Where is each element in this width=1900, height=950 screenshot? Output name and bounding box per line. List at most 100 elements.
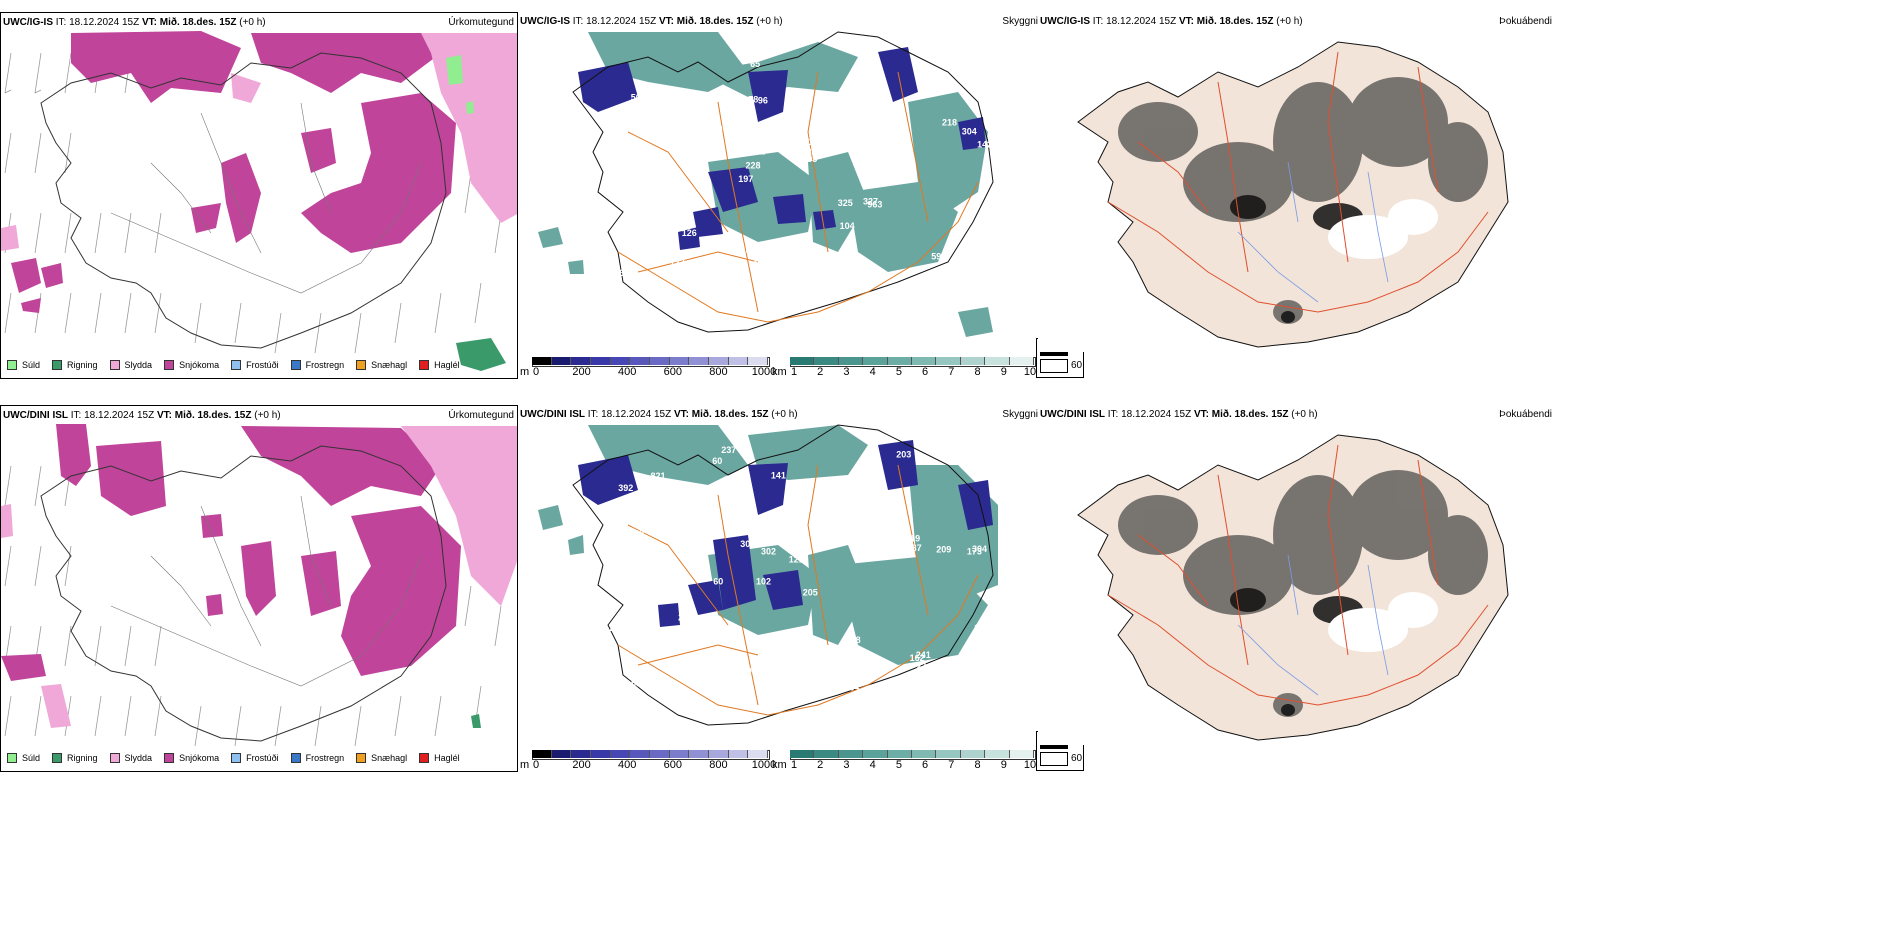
station-value-label: 237 — [721, 445, 736, 455]
station-value-label: 302 — [740, 539, 755, 549]
legend-item: Snæhagl — [356, 753, 407, 763]
it-label: IT: — [587, 409, 599, 420]
legend-label: Frostúði — [246, 753, 279, 763]
legend-label: Snjókoma — [179, 360, 220, 370]
station-value-label: 117 — [613, 284, 628, 294]
station-value-label: 304 — [972, 544, 987, 554]
fog-title-bottom: Þokuábendi — [1499, 409, 1552, 420]
river-network-bottom — [1237, 554, 1389, 696]
it-value: 18.12.2024 15Z — [69, 17, 140, 28]
legend-label: Frostúði — [246, 360, 279, 370]
fog-title-top: Þokuábendi — [1499, 16, 1552, 27]
it-value: 18.12.2024 15Z — [1121, 409, 1192, 420]
station-value-label: 197 — [738, 174, 753, 184]
station-value-label: 141 — [771, 470, 786, 480]
legend-swatch — [356, 360, 367, 370]
precip-map-bottom — [1, 424, 517, 747]
colorbar-tick: 1000 — [751, 759, 777, 771]
colorbar-tick: 800 — [709, 366, 728, 378]
colorbar-segment — [650, 357, 670, 365]
station-value-label: 87 — [647, 565, 657, 575]
colorbar-tick: 9 — [1000, 759, 1007, 771]
station-value-label: 190 — [868, 476, 883, 486]
colorbar-tick: 600 — [663, 759, 682, 771]
colorbar-segment — [814, 750, 839, 758]
snow-areas — [11, 31, 456, 313]
it-label: IT: — [1092, 16, 1104, 27]
offset: (+0 h) — [1276, 16, 1303, 27]
legend-label: Súld — [22, 753, 41, 763]
colorbar-segment — [985, 750, 1010, 758]
cloud-base-colorbar-bottom: m 0 200 400 600 800 1000 — [520, 750, 776, 774]
low-cloud-base-areas — [578, 440, 993, 627]
legend-swatch — [164, 360, 175, 370]
fog-panel-bottom: UWC/DINI ISL IT: 18.12.2024 15Z VT: Mið.… — [1038, 405, 1552, 745]
vis-title-top: Skyggni — [1002, 16, 1038, 27]
legend-swatch — [7, 753, 17, 763]
legend-swatch — [164, 753, 175, 763]
station-value-label: 187 — [905, 279, 920, 289]
legend-swatch — [7, 360, 17, 370]
colorbar-segment — [650, 750, 670, 758]
colorbar-tick: 1 — [790, 366, 798, 378]
colorbar-tick: 0 — [532, 366, 540, 378]
station-value-label: 138 — [974, 623, 989, 633]
legend-swatch — [419, 753, 430, 763]
legend-swatch — [231, 753, 242, 763]
it-label: IT: — [55, 17, 67, 28]
legend-label: Snæhagl — [371, 360, 408, 370]
colorbar-segment — [863, 357, 888, 365]
station-value-label: 162 — [910, 653, 925, 663]
station-value-label: 249 — [678, 613, 693, 623]
colorbar-unit: km — [772, 759, 787, 771]
colorbar-segment — [630, 357, 650, 365]
station-value-label: 158 — [846, 635, 861, 645]
colorbar-segment — [689, 357, 709, 365]
rain-areas — [471, 714, 481, 728]
colorbar-tick: 1 — [790, 759, 798, 771]
station-value-label: 140 — [625, 148, 640, 158]
station-value-label: 65 — [750, 59, 760, 69]
legend-label: Haglél — [434, 753, 460, 763]
visibility-map-top: 340 140 313 197 370 121 78 68 94 80 106 123 96 189 963… — [538, 31, 994, 337]
legend-label: Frostregn — [305, 360, 345, 370]
colorbar-segment — [709, 750, 729, 758]
river-network-top — [1237, 161, 1389, 303]
colorbar-tick: 3 — [843, 759, 850, 771]
station-value-label: 173 — [967, 546, 982, 556]
colorbar-segment — [591, 750, 611, 758]
colorbar-tick: 1000 — [751, 366, 777, 378]
road-network-top-precip — [110, 102, 422, 294]
colorbar-tick: 8 — [974, 366, 981, 378]
road-network-top-fog — [1107, 51, 1489, 313]
precip-map-top — [1, 31, 517, 371]
colorbar-tick: 2 — [817, 759, 824, 771]
colorbar-segment — [551, 750, 572, 758]
station-value-label: 205 — [803, 588, 818, 598]
station-value-label: 94 — [637, 230, 647, 240]
colorbar-segment — [912, 357, 937, 365]
colorbar-tick: 2 — [817, 366, 824, 378]
it-label: IT: — [1107, 409, 1119, 420]
iceland-coastline-top-precip — [40, 52, 447, 349]
colorbar-segment — [551, 357, 572, 365]
station-value-label: 305 — [802, 154, 817, 164]
station-value-label: 121 — [789, 555, 804, 565]
precip-title-top: Úrkomutegund — [448, 17, 514, 28]
station-value-label: 187 — [907, 543, 922, 553]
it-value: 18.12.2024 15Z — [601, 409, 672, 420]
station-value-label: 446 — [679, 96, 694, 106]
station-value-label: 963 — [867, 200, 882, 210]
precip-type-panel-bottom: UWC/DINI ISL IT: 18.12.2024 15Z VT: Mið.… — [0, 405, 518, 772]
colorbar-segment — [985, 357, 1010, 365]
vt-label: VT: — [156, 410, 172, 421]
station-value-label: 203 — [896, 449, 911, 459]
colorbar-segment — [630, 750, 650, 758]
legend-item: Súld — [7, 753, 40, 763]
visibility-colorbar-top: km 1 2 3 4 5 6 7 8 9 10 — [772, 357, 1036, 381]
fog-map-top — [1077, 41, 1509, 348]
station-value-label: 105 — [620, 581, 635, 591]
colorbar-tick: 7 — [948, 759, 955, 771]
legend-swatch — [419, 360, 430, 370]
colorbar-segment — [591, 357, 611, 365]
